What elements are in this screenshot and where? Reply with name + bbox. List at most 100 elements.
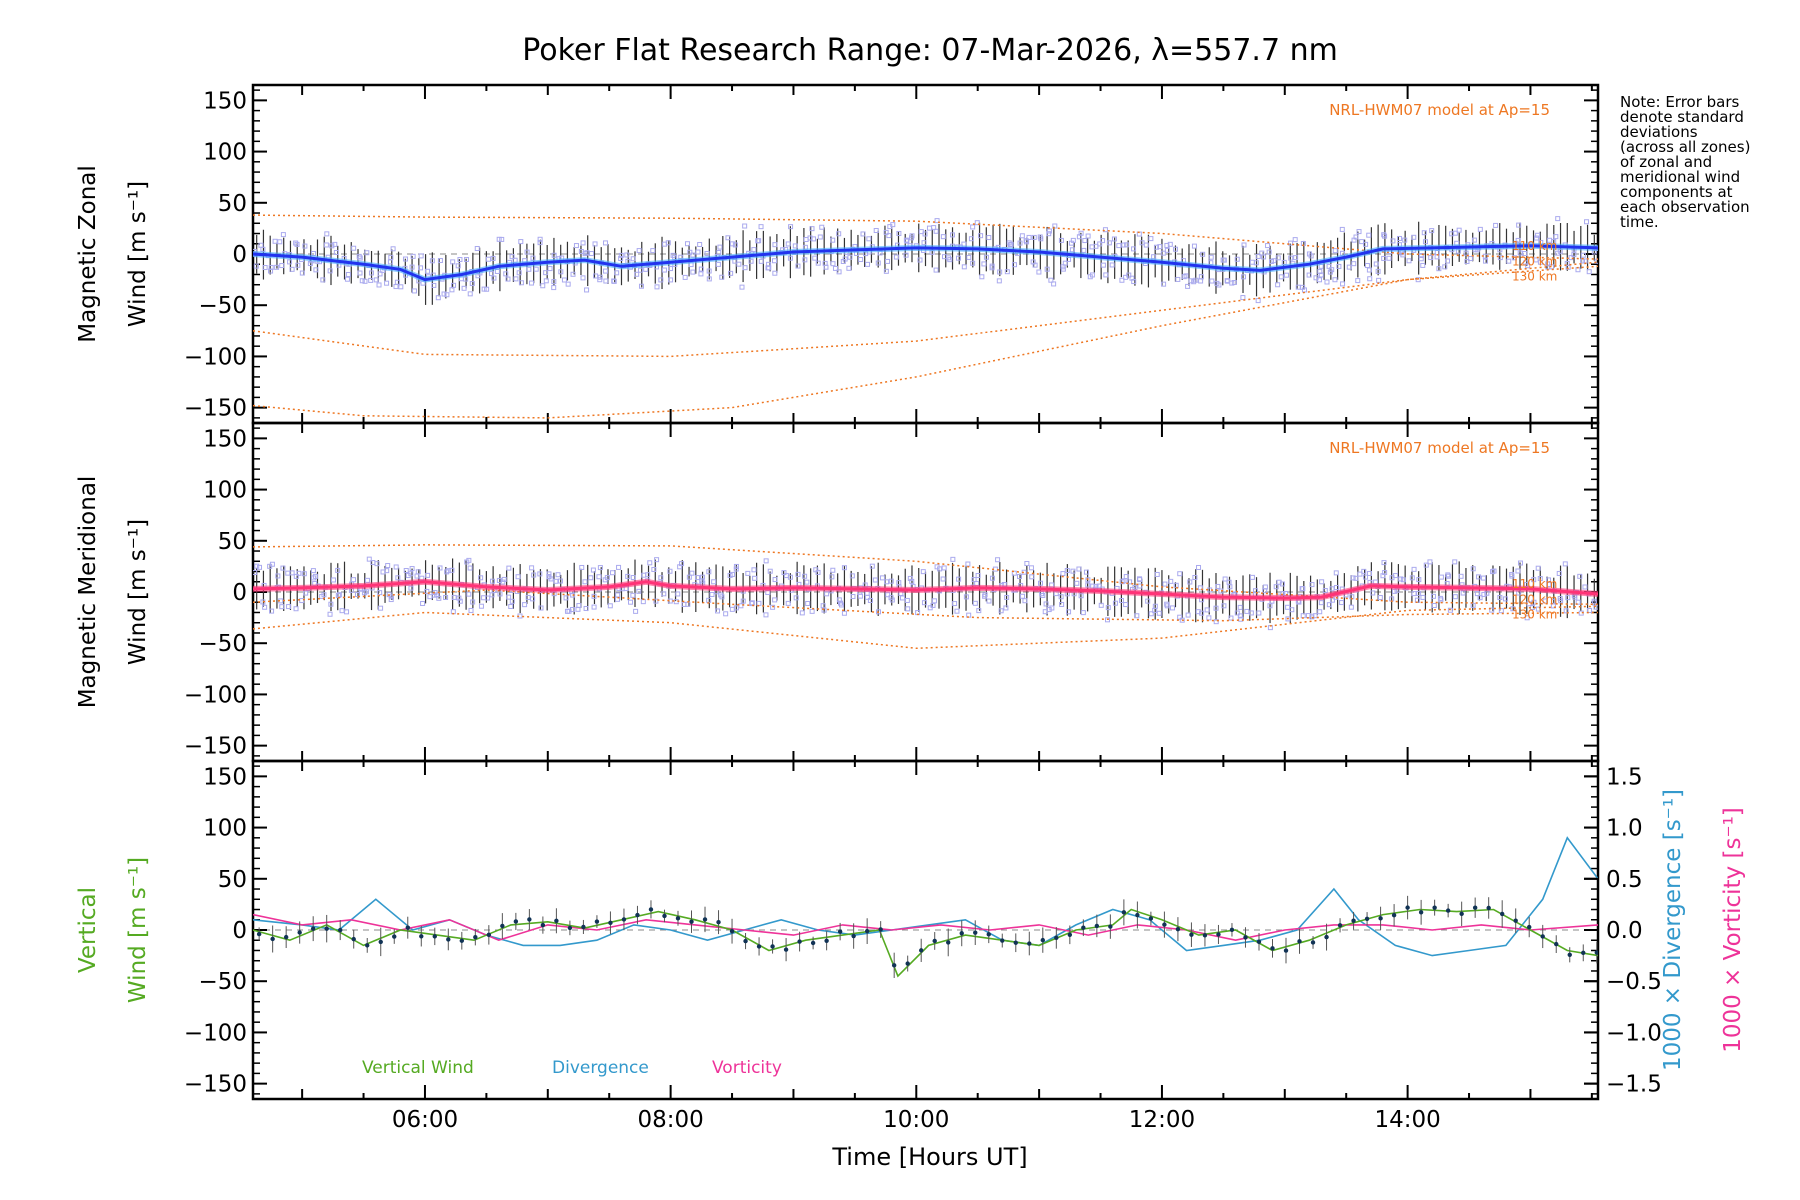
scatter-point (508, 604, 514, 610)
scatter-point (384, 280, 390, 286)
scatter-point (1154, 571, 1160, 577)
scatter-point (1556, 570, 1562, 576)
scatter-point (706, 276, 712, 282)
scatter-point (1481, 591, 1487, 597)
vertical-wind-point (864, 928, 870, 934)
scatter-point (636, 588, 642, 594)
vertical-wind-point (540, 922, 546, 928)
y-tick-label: −100 (184, 1020, 247, 1046)
zonal-model-height-label: 110 km (1512, 239, 1557, 253)
scatter-point (1458, 573, 1464, 579)
scatter-point (829, 574, 835, 580)
scatter-point (489, 578, 495, 584)
scatter-point (359, 278, 365, 284)
scatter-point (1382, 233, 1388, 239)
scatter-point (1143, 242, 1149, 248)
scatter-point (468, 607, 474, 613)
scatter-point (1497, 255, 1503, 261)
scatter-point (795, 571, 801, 577)
scatter-point (996, 278, 1002, 284)
scatter-point (742, 265, 748, 271)
scatter-point (408, 571, 414, 577)
scatter-point (974, 220, 980, 226)
scatter-point (1105, 605, 1111, 611)
scatter-point (403, 568, 409, 574)
scatter-point (478, 575, 484, 581)
scatter-point (427, 594, 433, 600)
scatter-point (530, 596, 536, 602)
vertical-wind-point (459, 938, 465, 943)
scatter-point (1017, 574, 1022, 580)
scatter-point (513, 276, 519, 282)
scatter-point (1200, 251, 1206, 257)
scatter-point (1418, 252, 1424, 258)
scatter-point (1134, 613, 1140, 619)
scatter-point (456, 595, 462, 601)
scatter-point (323, 242, 329, 248)
scatter-point (385, 563, 391, 569)
vertical-wind-point (1108, 924, 1113, 929)
vertical-wind-point (1351, 918, 1356, 923)
scatter-point (377, 271, 383, 277)
scatter-point (807, 235, 813, 241)
scatter-point (467, 565, 473, 571)
wind-line (253, 580, 1598, 600)
scatter-point (983, 254, 989, 260)
scatter-point (805, 600, 811, 606)
scatter-point (817, 234, 823, 240)
scatter-point (526, 266, 532, 272)
note-line: each observation (1620, 198, 1750, 216)
scatter-point (1593, 604, 1598, 610)
scatter-point (624, 252, 630, 258)
scatter-point (364, 250, 370, 256)
vertical-wind-point (986, 932, 991, 937)
scatter-point (1586, 269, 1592, 275)
scatter-point (443, 594, 449, 600)
scatter-point (1121, 242, 1127, 248)
scatter-point (1259, 250, 1265, 256)
scatter-point (374, 561, 380, 567)
scatter-point (1551, 598, 1557, 604)
data-layer (253, 544, 1598, 650)
scatter-point (1355, 278, 1361, 284)
scatter-point (823, 264, 829, 270)
scatter-point (395, 575, 401, 581)
scatter-point (1288, 255, 1294, 261)
scatter-point (573, 243, 579, 249)
vertical-wind-point (973, 930, 978, 935)
y2-tick-label: −0.5 (1606, 969, 1662, 995)
scatter-point (1535, 232, 1541, 238)
scatter-point (697, 242, 703, 248)
scatter-point (409, 566, 415, 572)
scatter-point (592, 241, 598, 247)
scatter-point (1255, 298, 1261, 304)
scatter-point (509, 598, 515, 604)
scatter-point (499, 236, 505, 242)
scatter-point (716, 250, 722, 256)
vertical-wind-point (635, 912, 640, 918)
scatter-point (336, 592, 342, 598)
scatter-point (1249, 574, 1255, 580)
scatter-point (531, 572, 537, 578)
scatter-point (900, 595, 906, 601)
scatter-point (286, 604, 292, 610)
scatter-point (420, 601, 426, 607)
scatter-point (781, 570, 787, 576)
scatter-point (1231, 280, 1237, 286)
scatter-point (849, 573, 855, 579)
scatter-point (1058, 594, 1064, 600)
scatter-point (922, 231, 928, 237)
scatter-point (736, 261, 742, 267)
scatter-point (654, 557, 660, 563)
scatter-point (867, 597, 873, 603)
scatter-point (319, 593, 325, 599)
scatter-point (1452, 559, 1458, 565)
scatter-point (280, 565, 286, 571)
scatter-point (1188, 278, 1194, 284)
y2-tick-label: −1.0 (1606, 1020, 1662, 1046)
data-layer (253, 836, 1598, 978)
vertical-wind-point (1040, 937, 1046, 943)
scatter-point (496, 236, 502, 242)
scatter-point (1420, 594, 1426, 600)
scatter-point (272, 238, 278, 244)
